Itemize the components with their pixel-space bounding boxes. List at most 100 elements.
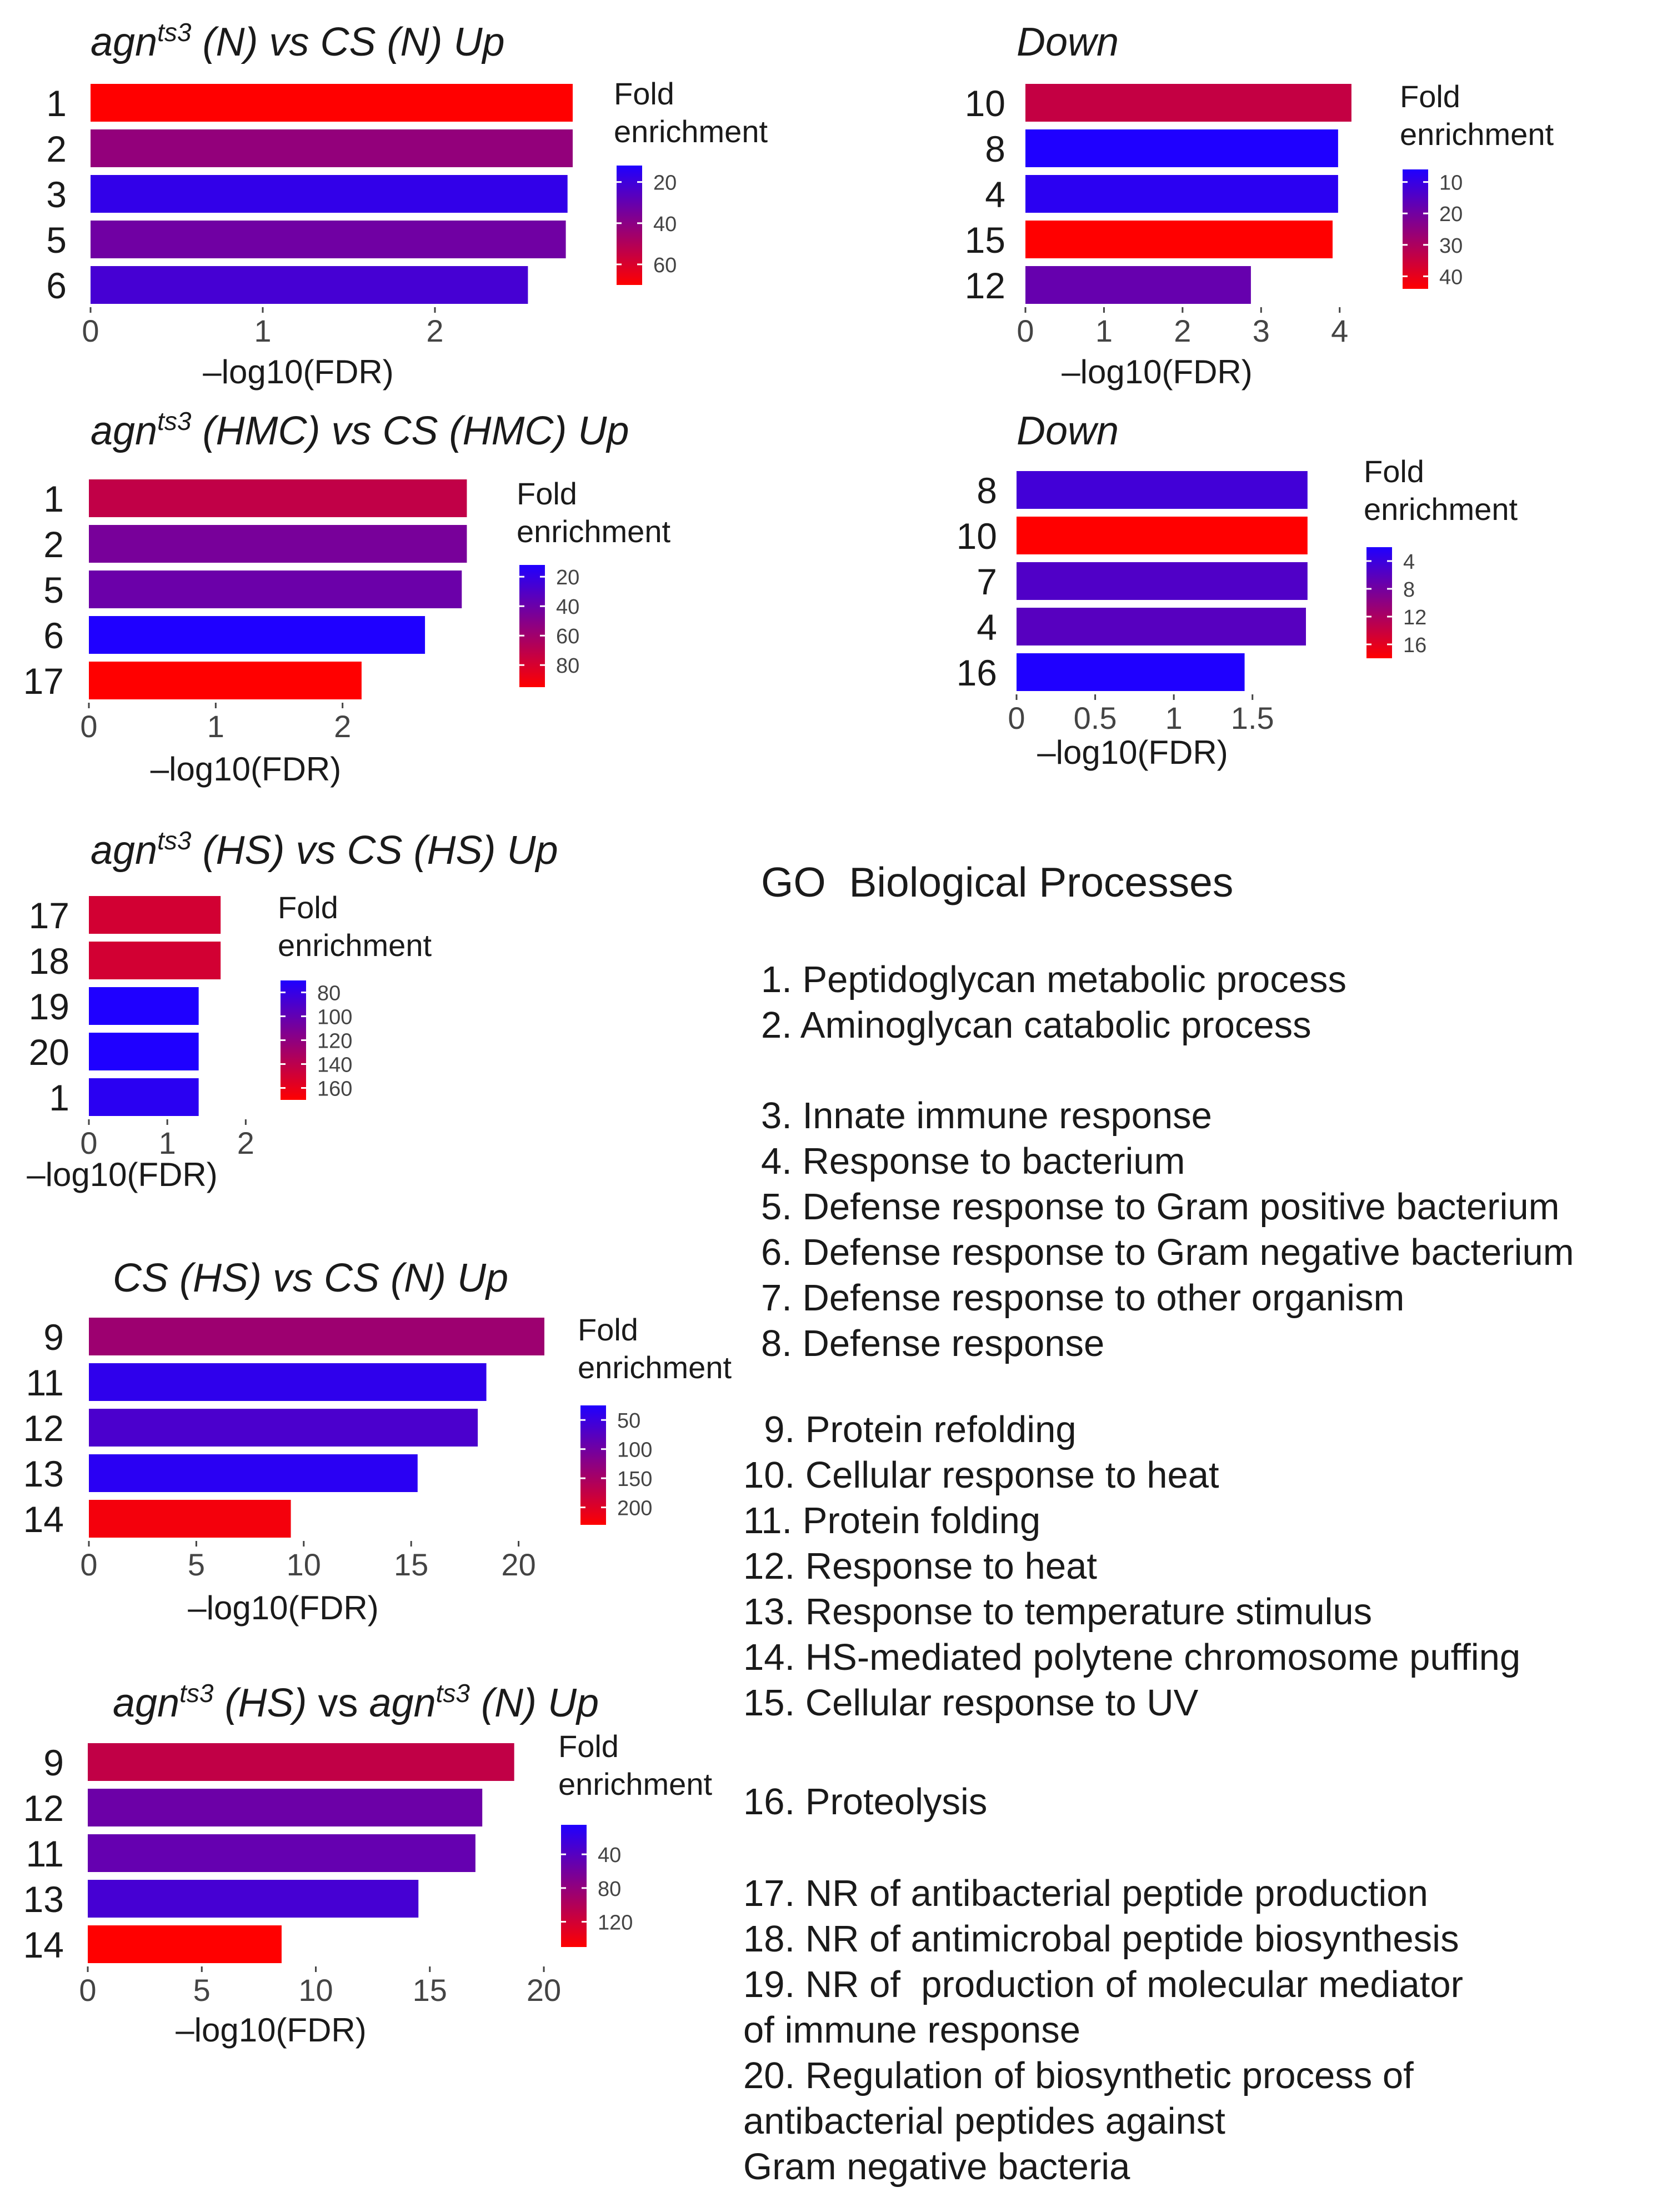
x-tick-label: 15 [413, 1973, 447, 2008]
legend-tick-label: 120 [317, 1030, 352, 1053]
legend-tick-label: 20 [1439, 203, 1463, 226]
go-item-20-cont2: Gram negative bacteria [743, 2146, 1130, 2188]
go-item-16: 16. Proteolysis [743, 1781, 988, 1823]
go-item-2: 2. Aminoglycan catabolic process [761, 1004, 1311, 1046]
legend-tick-label: 60 [653, 254, 677, 277]
legend-title: Fold [517, 476, 577, 511]
bar-16 [1017, 653, 1245, 691]
go-item-4: 4. Response to bacterium [761, 1140, 1185, 1182]
x-axis-label: –log10(FDR) [203, 353, 393, 391]
category-label: 4 [977, 607, 997, 648]
legend-tick-label: 50 [617, 1409, 640, 1433]
legend-tick-label: 40 [653, 213, 677, 236]
bar-13 [88, 1880, 419, 1918]
go-item-5: 5. Defense response to Gram positive bac… [761, 1186, 1560, 1228]
legend-tick-label: 100 [617, 1439, 652, 1462]
category-label: 8 [985, 128, 1005, 169]
category-label: 1 [46, 83, 67, 124]
category-label: 14 [23, 1924, 64, 1965]
x-tick-label: 0 [82, 313, 99, 348]
legend-colorbar [1403, 169, 1428, 289]
x-axis-label: –log10(FDR) [188, 1589, 378, 1627]
x-tick-label: 2 [1174, 313, 1191, 348]
legend-tick-label: 80 [598, 1878, 621, 1901]
x-tick-label: 1 [254, 313, 271, 348]
category-label: 12 [965, 265, 1005, 306]
category-label: 17 [29, 895, 69, 936]
bar-2 [89, 525, 467, 563]
go-item-6: 6. Defense response to Gram negative bac… [761, 1232, 1574, 1273]
legend-tick-label: 60 [556, 625, 579, 648]
category-label: 5 [43, 569, 64, 610]
x-axis-label: –log10(FDR) [1037, 734, 1228, 771]
bar-7 [1017, 562, 1308, 600]
category-label: 14 [23, 1499, 64, 1540]
category-label: 11 [26, 1362, 64, 1403]
category-label: 8 [977, 470, 997, 511]
go-item-12: 12. Response to heat [743, 1545, 1097, 1587]
x-tick-label: 0 [1008, 700, 1025, 735]
x-axis-label: –log10(FDR) [176, 2011, 366, 2049]
bar-2 [91, 129, 573, 167]
x-tick-label: 4 [1331, 313, 1348, 348]
go-item-1: 1. Peptidoglycan metabolic process [761, 959, 1346, 1000]
legend-tick-label: 40 [598, 1844, 621, 1867]
legend-tick-label: 10 [1439, 172, 1463, 195]
category-label: 16 [957, 652, 997, 693]
chart-title: CS (HS) vs CS (N) Up [113, 1256, 508, 1300]
category-label: 7 [977, 561, 997, 602]
x-tick-label: 1 [159, 1125, 176, 1160]
category-label: 4 [985, 174, 1005, 215]
chart-title: agnts3 (HMC) vs CS (HMC) Up [91, 407, 629, 453]
bar-1 [89, 479, 467, 517]
go-item-18: 18. NR of antimicrobal peptide biosynthe… [743, 1918, 1459, 1960]
category-label: 2 [46, 128, 67, 169]
go-item-17: 17. NR of antibacterial peptide producti… [743, 1873, 1428, 1914]
bar-6 [91, 266, 528, 304]
bar-8 [1017, 471, 1308, 509]
bar-4 [1017, 608, 1306, 645]
bar-19 [89, 987, 199, 1025]
bar-14 [89, 1500, 291, 1538]
bar-6 [89, 616, 425, 654]
bar-10 [1025, 84, 1351, 122]
x-tick-label: 20 [501, 1547, 535, 1582]
legend-tick-label: 40 [556, 595, 579, 619]
bar-8 [1025, 129, 1338, 167]
chart-title: agnts3 (N) vs CS (N) Up [91, 18, 505, 64]
legend-tick-label: 80 [317, 982, 341, 1005]
legend-tick-label: 80 [556, 654, 579, 678]
x-tick-label: 2 [237, 1125, 254, 1160]
go-item-19-cont: of immune response [743, 2009, 1081, 2051]
bar-9 [88, 1743, 514, 1781]
chart-title: Down [1017, 409, 1119, 453]
legend-tick-label: 150 [617, 1468, 652, 1491]
go-item-19: 19. NR of production of molecular mediat… [743, 1964, 1463, 2005]
x-tick-label: 0.5 [1074, 700, 1117, 735]
legend-tick-label: 160 [317, 1078, 352, 1101]
category-label: 6 [46, 265, 67, 306]
category-label: 11 [26, 1833, 64, 1874]
bar-12 [88, 1789, 483, 1826]
category-label: 3 [46, 174, 67, 215]
bar-14 [88, 1925, 282, 1963]
category-label: 9 [43, 1317, 64, 1358]
x-tick-label: 1.5 [1231, 700, 1274, 735]
go-item-20: 20. Regulation of biosynthetic process o… [743, 2055, 1414, 2096]
category-label: 18 [29, 940, 69, 982]
legend-tick-label: 8 [1403, 578, 1415, 602]
go-item-9: 9. Protein refolding [743, 1409, 1077, 1450]
legend-tick-label: 20 [653, 172, 677, 195]
x-axis-label: –log10(FDR) [151, 750, 341, 788]
go-item-13: 13. Response to temperature stimulus [743, 1591, 1373, 1633]
category-label: 10 [957, 516, 997, 557]
go-title: GO Biological Processes [761, 859, 1234, 905]
x-tick-label: 3 [1253, 313, 1270, 348]
